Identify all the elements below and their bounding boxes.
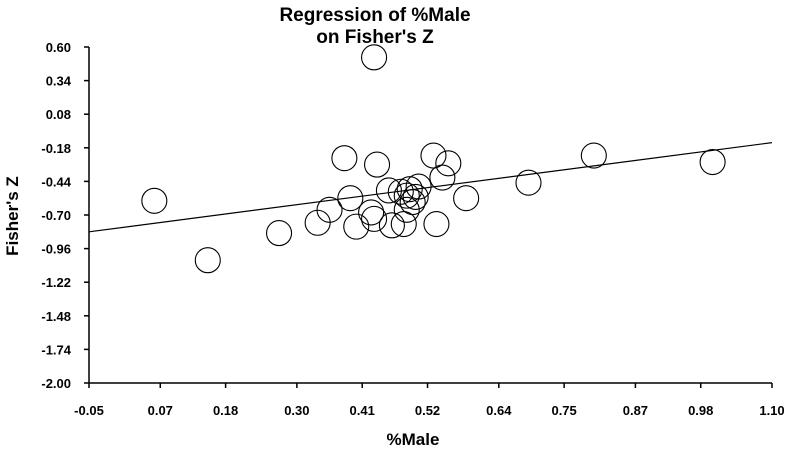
y-tick-label: -1.48 [41,309,71,324]
x-tick-label: 0.18 [213,403,238,418]
data-point [378,212,405,239]
data-point [423,210,450,238]
y-tick-label: 0.60 [46,40,71,55]
x-tick-label: 0.30 [284,403,309,418]
x-tick-label: 0.87 [623,403,648,418]
y-tick-label: -0.70 [41,208,71,223]
y-tick-label: -1.74 [41,342,71,357]
y-tick-label: -1.22 [41,275,71,290]
data-point [316,196,343,223]
data-point [699,148,726,176]
x-tick-label: 0.98 [688,403,713,418]
data-point [358,199,385,226]
y-axis-ticks: 0.60 0.34 0.08 -0.18 -0.44 -0.70 -0.96 -1.22 -1.… [41,40,89,391]
x-tick-label: 0.41 [350,403,375,418]
data-point [435,150,462,177]
x-tick-label: 0.75 [551,403,576,418]
data-point [453,185,480,212]
data-point [361,205,388,232]
data-points [141,44,726,274]
y-tick-label: -0.96 [41,242,71,257]
data-point [266,220,293,247]
y-tick-label: 0.08 [46,107,71,122]
y-axis-title: Fisher's Z [3,176,22,256]
data-point [402,183,429,210]
data-point [331,145,358,172]
y-tick-label: 0.34 [46,74,72,89]
x-tick-label: 0.52 [415,403,440,418]
y-tick-label: -0.18 [41,141,71,156]
x-tick-label: 0.07 [148,403,173,418]
data-point [194,247,221,274]
y-tick-label: -2.00 [41,376,71,391]
data-point [363,151,391,178]
data-point [141,187,168,214]
data-point [515,169,542,196]
data-point [375,177,402,204]
data-point [396,176,423,203]
y-tick-label: -0.44 [41,174,71,189]
x-tick-label: -0.05 [74,403,104,418]
x-tick-label: 0.64 [486,403,512,418]
chart-title-line-1: Regression of %Male [279,5,470,26]
data-point [393,196,420,223]
x-axis-title: %Male [387,430,440,449]
x-tick-label: 1.10 [759,403,784,418]
data-point [405,173,432,200]
data-point [399,189,426,216]
x-axis-ticks: -0.05 0.07 0.18 0.30 0.41 0.52 0.64 0.75 0.87 0.9… [74,383,785,418]
data-point [361,44,388,71]
regression-line [88,142,773,233]
data-point [580,142,607,169]
data-point [429,164,456,191]
data-point [343,213,370,240]
data-point [337,185,364,212]
chart-title-line-2: on Fisher's Z [316,27,434,48]
